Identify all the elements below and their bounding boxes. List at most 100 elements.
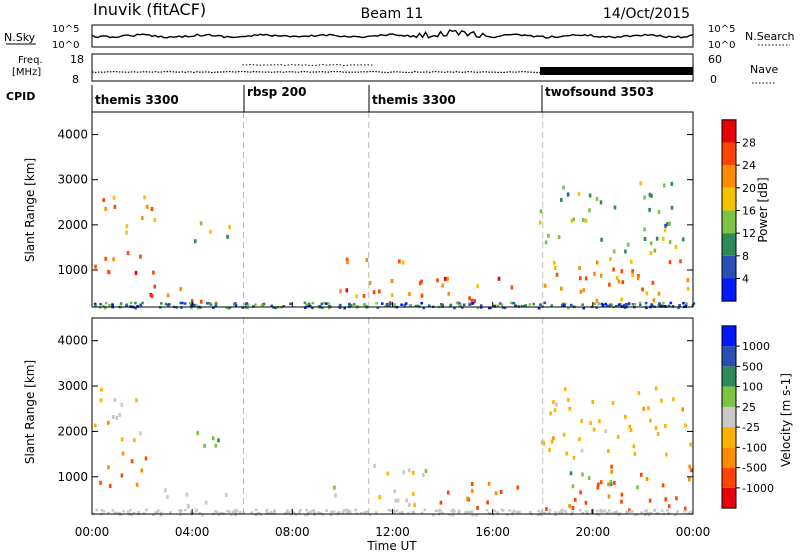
data-cell <box>270 511 274 514</box>
data-cell <box>591 509 594 514</box>
data-cell <box>471 302 475 305</box>
data-cell <box>649 251 653 256</box>
noise-left-label: N.Sky <box>4 31 36 44</box>
data-cell <box>647 513 651 517</box>
data-cell <box>647 406 650 411</box>
data-cell <box>107 420 110 425</box>
velocity-colorbar-label: Velocity [m s-1] <box>779 373 793 467</box>
data-cell <box>381 302 384 305</box>
data-cell <box>651 280 655 285</box>
data-cell <box>139 254 142 259</box>
data-cell <box>318 305 322 308</box>
data-cell <box>645 509 649 512</box>
beam-title: Beam 11 <box>361 6 424 22</box>
colorbar-tick-label: 12 <box>742 227 756 240</box>
data-cell <box>631 273 634 277</box>
data-cell <box>549 411 552 416</box>
data-cell <box>246 303 250 306</box>
data-cell <box>221 512 225 515</box>
data-cell <box>681 237 685 242</box>
data-cell <box>373 464 376 469</box>
data-cell <box>303 301 307 305</box>
data-cell <box>644 509 647 513</box>
data-cell <box>491 513 495 516</box>
data-cell <box>343 306 346 310</box>
data-cell <box>385 302 389 306</box>
data-cell <box>226 234 229 239</box>
data-cell <box>624 249 627 254</box>
data-cell <box>298 510 301 514</box>
freq-right-label: Nave <box>750 63 778 76</box>
colorbar-swatch <box>722 119 736 143</box>
data-cell <box>199 221 203 226</box>
data-cell <box>208 302 211 305</box>
data-cell <box>610 469 613 474</box>
data-cell <box>529 510 532 514</box>
noise-left-tick-top: 10^5 <box>52 24 79 35</box>
data-cell <box>385 304 389 308</box>
data-cell <box>402 470 405 475</box>
data-cell <box>561 302 565 306</box>
data-cell <box>496 511 499 514</box>
data-cell <box>677 306 680 310</box>
data-cell <box>605 304 609 307</box>
data-cell <box>285 509 289 512</box>
colorbar-swatch <box>722 487 736 509</box>
data-cell <box>650 304 654 308</box>
data-cell <box>307 305 311 308</box>
data-cell <box>111 509 115 512</box>
data-cell <box>681 407 684 412</box>
data-cell <box>552 436 555 441</box>
data-cell <box>217 513 221 516</box>
data-cell <box>245 302 249 305</box>
data-cell <box>164 302 168 306</box>
data-cell <box>571 511 574 514</box>
data-cell <box>303 306 307 309</box>
data-cell <box>134 301 137 305</box>
data-cell <box>616 434 620 439</box>
frequency-line <box>91 70 543 74</box>
data-cell <box>500 303 504 306</box>
velocity-y-axis-label: Slant Range [km] <box>23 360 37 464</box>
data-cell <box>585 510 589 513</box>
data-cell <box>593 302 596 305</box>
data-cell <box>661 483 665 488</box>
data-cell <box>453 306 456 310</box>
data-cell <box>665 452 668 457</box>
data-cell <box>566 192 570 197</box>
data-cell <box>650 303 653 306</box>
data-cell <box>617 279 621 284</box>
data-cell <box>593 271 596 276</box>
freq-left-tick-top: 18 <box>70 53 84 66</box>
data-cell <box>330 510 333 513</box>
data-cell <box>135 398 138 403</box>
data-cell <box>273 509 276 513</box>
data-cell <box>578 437 581 442</box>
data-cell <box>292 511 296 515</box>
data-cell <box>405 498 408 503</box>
data-cell <box>133 438 136 443</box>
data-cell <box>473 299 476 303</box>
data-cell <box>400 303 403 306</box>
data-cell <box>470 488 474 493</box>
data-cell <box>113 397 117 402</box>
data-cell <box>508 509 511 512</box>
data-cell <box>145 508 148 512</box>
data-cell <box>311 301 315 305</box>
data-cell <box>200 299 203 304</box>
data-cell <box>325 509 329 513</box>
data-cell <box>225 492 228 497</box>
data-cell <box>398 259 401 264</box>
data-cell <box>512 301 515 305</box>
data-cell <box>591 400 595 404</box>
data-cell <box>330 513 333 517</box>
data-cell <box>550 439 554 444</box>
data-cell <box>664 424 667 428</box>
cpid-segment-4: twofsound 3503 <box>545 85 654 99</box>
data-cell <box>234 304 238 307</box>
data-cell <box>398 512 402 515</box>
data-cell <box>560 198 563 202</box>
data-cell <box>164 488 167 493</box>
data-cell <box>584 276 588 281</box>
data-cell <box>601 304 605 307</box>
